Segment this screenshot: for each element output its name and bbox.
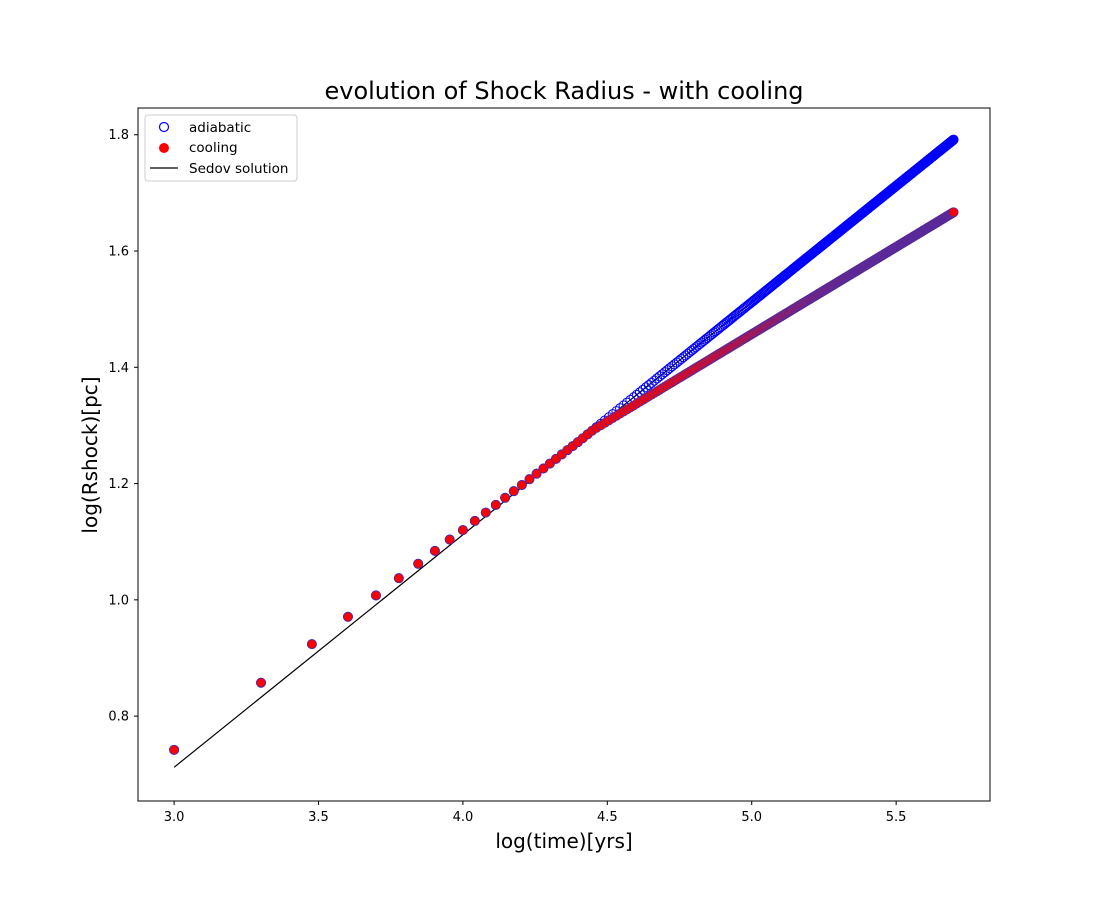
legend-label-adiabatic: adiabatic <box>189 120 251 136</box>
cooling-point <box>169 744 180 755</box>
x-tick-label: 4.5 <box>597 810 618 825</box>
legend-box <box>144 114 298 182</box>
y-tick-label: 0.8 <box>108 710 129 725</box>
cooling-point <box>444 534 455 545</box>
legend-marker-cooling <box>159 143 169 153</box>
y-tick-label: 1.6 <box>108 245 129 260</box>
y-tick-label: 1.8 <box>108 128 129 143</box>
cooling-point <box>508 486 519 497</box>
cooling-series <box>169 207 959 755</box>
cooling-point <box>524 474 535 485</box>
cooling-point <box>480 507 491 518</box>
adiabatic-point <box>948 134 959 145</box>
x-axis-label: log(time)[yrs] <box>495 829 632 853</box>
legend-label-cooling: cooling <box>189 140 238 156</box>
y-axis: 0.8 1.0 1.2 1.4 1.6 1.8 <box>108 128 138 725</box>
cooling-point <box>500 492 511 503</box>
cooling-point <box>948 207 959 218</box>
cooling-point <box>371 590 381 601</box>
legend: adiabatic cooling Sedov solution <box>144 114 298 182</box>
x-tick-label: 5.0 <box>741 810 762 825</box>
y-tick-label: 1.0 <box>108 593 129 608</box>
x-tick-label: 3.0 <box>164 810 185 825</box>
y-tick-label: 1.4 <box>108 361 129 376</box>
cooling-point <box>430 545 440 556</box>
x-tick-label: 3.5 <box>308 810 329 825</box>
cooling-point <box>531 468 542 479</box>
cooling-point <box>343 611 353 622</box>
y-tick-label: 1.2 <box>108 477 129 492</box>
cooling-point <box>393 573 404 584</box>
x-axis: 3.0 3.5 4.0 4.5 5.0 5.5 <box>164 801 907 825</box>
cooling-point <box>306 639 317 650</box>
legend-label-sedov: Sedov solution <box>189 161 288 177</box>
cooling-point <box>538 463 549 474</box>
cooling-point <box>490 500 501 510</box>
x-tick-label: 4.0 <box>453 810 474 825</box>
cooling-point <box>469 516 480 526</box>
cooling-point <box>256 677 266 688</box>
cooling-point <box>413 558 424 569</box>
x-tick-label: 5.5 <box>886 810 907 825</box>
cooling-point <box>516 480 527 490</box>
cooling-point <box>458 525 468 535</box>
plot-frame <box>137 107 991 802</box>
legend-marker-adiabatic <box>158 121 170 133</box>
y-axis-label: log(Rshock)[pc] <box>78 376 102 533</box>
chart-title: evolution of Shock Radius - with cooling <box>324 77 803 105</box>
